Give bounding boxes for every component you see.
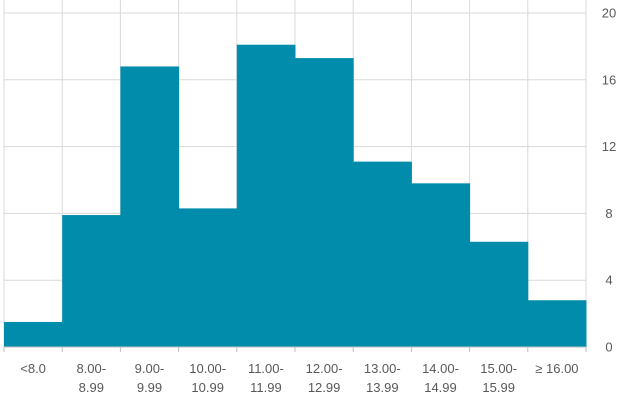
x-tick-label: 11.00-11.99: [248, 361, 284, 395]
histogram-bar: [469, 241, 529, 347]
histogram-bar: [295, 58, 354, 348]
y-tick-labels: 0 4 8 12 16 20: [602, 6, 616, 355]
x-tick-label: 9.00-9.99: [135, 361, 165, 395]
x-tick-label: 15.00-15.99: [480, 361, 517, 395]
x-tick-labels: <8.0 8.00-8.99 9.00-9.99 10.00-10.99 11.00-1…: [20, 361, 578, 395]
histogram-bar: [120, 66, 180, 347]
y-tick-label: 20: [602, 6, 616, 21]
x-tick-label: <8.0: [20, 361, 46, 376]
histogram-bar: [353, 161, 412, 347]
x-tick-label: 12.00-12.99: [306, 361, 343, 395]
x-tick-label: 8.00-8.99: [76, 361, 106, 395]
histogram-bar: [411, 183, 471, 347]
y-tick-label: 8: [605, 206, 612, 221]
x-tick-label: ≥ 16.00: [535, 361, 578, 376]
histogram-bar: [4, 321, 63, 347]
y-tick-label: 0: [605, 340, 612, 355]
x-tick-label: 13.00-13.99: [364, 361, 401, 395]
y-tick-label: 4: [605, 273, 612, 288]
bars: [4, 44, 587, 348]
x-tick-label: 14.00-14.99: [422, 361, 459, 395]
y-tick-label: 12: [602, 139, 616, 154]
histogram-bar: [527, 300, 587, 347]
x-tick-label: 10.00-10.99: [189, 361, 226, 395]
histogram-bar: [62, 215, 121, 347]
y-tick-label: 16: [602, 72, 616, 87]
histogram-bar: [178, 208, 238, 347]
axes: [3, 346, 587, 352]
histogram-bar: [236, 44, 296, 347]
